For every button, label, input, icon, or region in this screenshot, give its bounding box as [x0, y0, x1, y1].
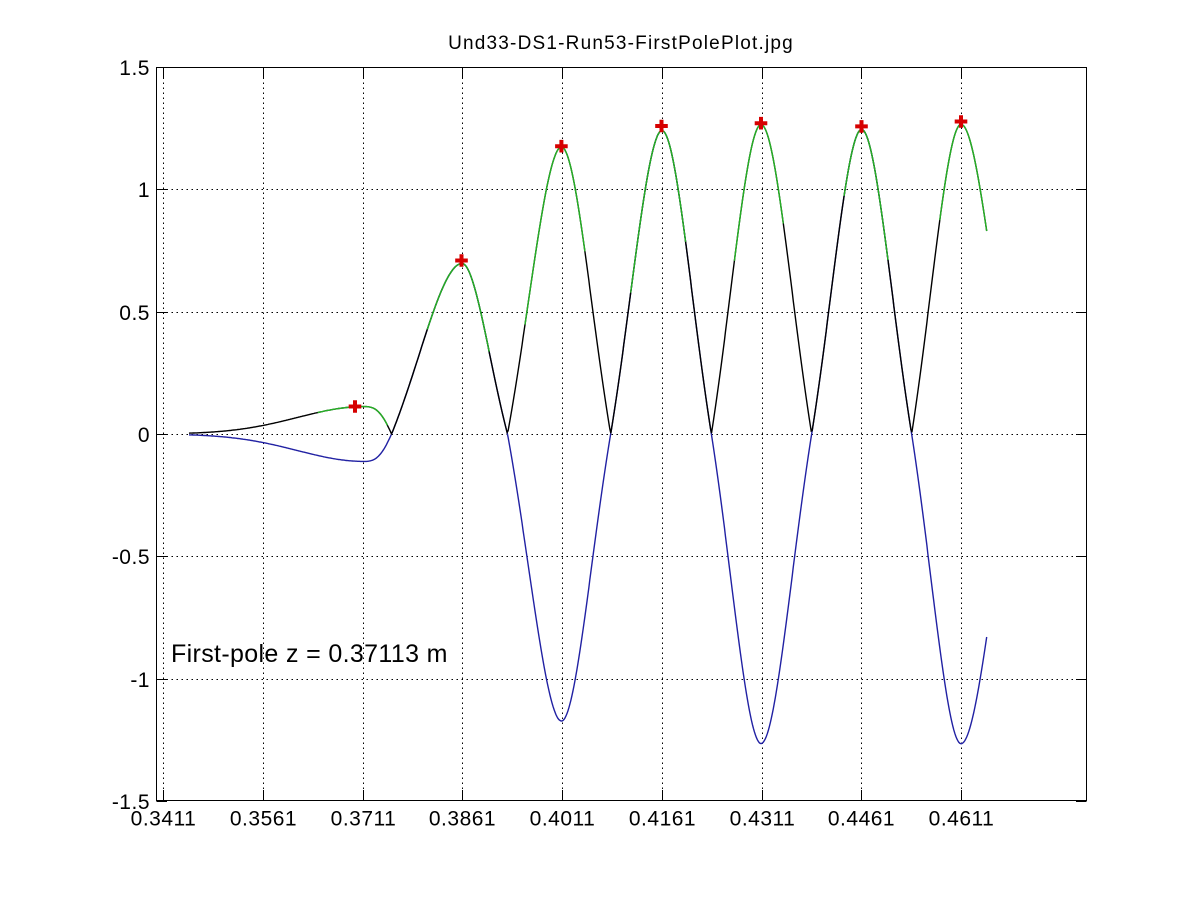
svg-text:0.3411: 0.3411 [131, 808, 197, 831]
svg-text:0.4011: 0.4011 [530, 808, 596, 831]
svg-text:0.4611: 0.4611 [929, 808, 995, 831]
svg-text:Und33-DS1-Run53-FirstPolePlot.: Und33-DS1-Run53-FirstPolePlot.jpg [448, 33, 794, 54]
svg-text:0: 0 [138, 424, 150, 447]
svg-text:0.3561: 0.3561 [230, 808, 297, 831]
svg-text:-1: -1 [130, 669, 150, 692]
svg-text:0.4461: 0.4461 [828, 808, 895, 831]
svg-text:-1.5: -1.5 [112, 791, 150, 814]
svg-text:First-pole z = 0.37113 m: First-pole z = 0.37113 m [171, 640, 448, 668]
svg-text:0.5: 0.5 [119, 302, 150, 325]
svg-text:0.4311: 0.4311 [730, 808, 796, 831]
svg-text:1.5: 1.5 [119, 57, 150, 80]
svg-text:0.4161: 0.4161 [629, 808, 696, 831]
svg-text:0.3861: 0.3861 [429, 808, 496, 831]
svg-text:1: 1 [138, 179, 150, 202]
svg-text:0.3711: 0.3711 [331, 808, 397, 831]
svg-text:-0.5: -0.5 [112, 546, 150, 569]
